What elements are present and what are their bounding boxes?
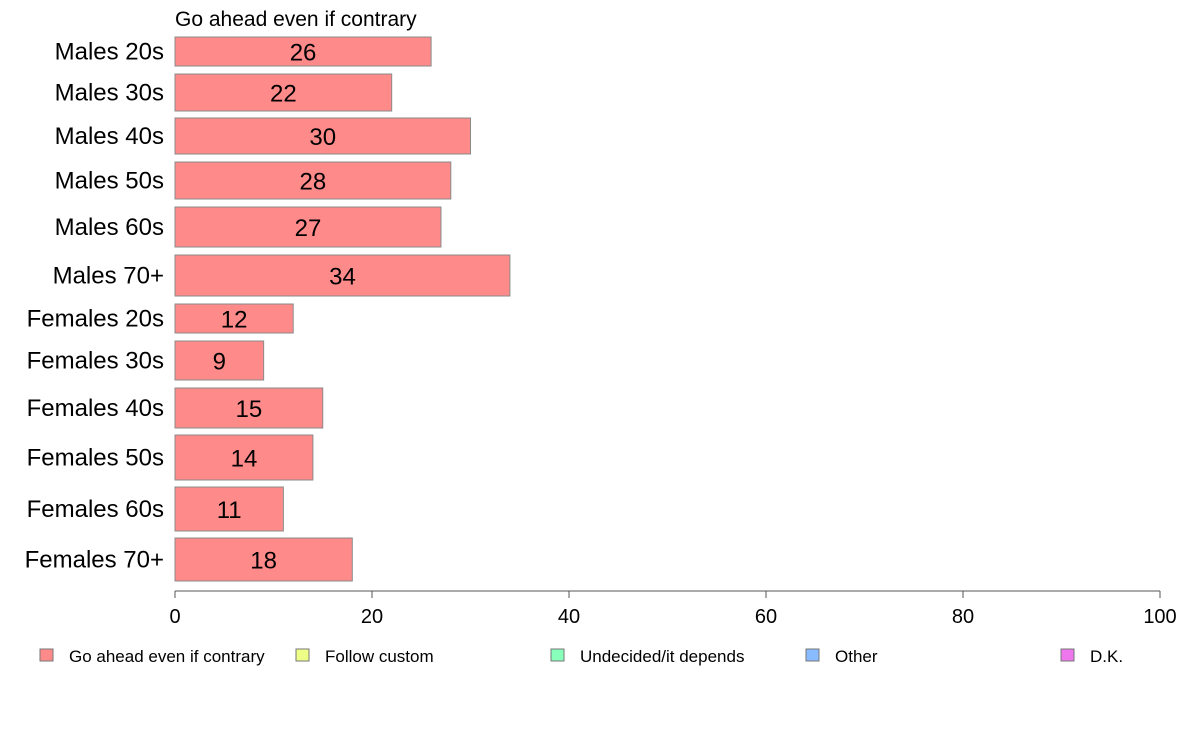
category-label: Males 70+ [53,263,164,290]
x-tick-label: 60 [755,606,777,628]
category-label: Females 20s [27,306,164,333]
bar [174,117,471,155]
bar [174,434,314,481]
category-label: Females 40s [27,395,164,422]
bar [174,537,353,582]
bar [174,254,511,297]
bar [174,161,452,200]
bars-group: Males 20s 26 Males 30s 22 Males 40s 30 Males 5… [25,36,511,582]
x-tick-label: 20 [361,606,383,628]
chart-title: Go ahead even if contrary [175,8,417,31]
bar [174,387,324,429]
category-label: Males 60s [55,214,164,241]
bar-value-label: 28 [300,169,327,196]
bar-value-label: 12 [221,307,248,334]
bar-value-label: 9 [213,349,226,376]
legend-swatch [39,648,54,662]
bar [174,206,442,248]
bar [174,303,294,334]
bar-value-label: 27 [295,215,322,242]
x-tick-label: 80 [952,606,974,628]
bar [174,73,393,112]
legend-swatch [805,648,820,662]
category-label: Males 30s [55,80,164,107]
legend-label: Other [835,647,878,666]
bar-value-label: 14 [231,446,258,473]
legend: Go ahead even if contrary Follow custom Un… [39,647,1123,666]
x-tick-label: 100 [1143,606,1176,628]
category-label: Females 70+ [25,547,164,574]
bar-value-label: 11 [217,497,242,524]
category-label: Males 50s [55,168,164,195]
x-tick-label: 0 [169,606,180,628]
legend-swatch [295,648,310,662]
bar [174,36,432,67]
legend-label: Follow custom [325,647,434,666]
category-label: Males 20s [55,39,164,66]
category-label: Females 60s [27,496,164,523]
x-tick-label: 40 [558,606,580,628]
bar-value-label: 15 [236,396,263,423]
bar [174,486,284,532]
x-axis: 0 20 40 60 80 100 [169,590,1177,628]
legend-label: Go ahead even if contrary [69,647,265,666]
bar-value-label: 34 [329,264,356,291]
legend-swatch [1060,648,1075,662]
bar-value-label: 26 [290,40,317,67]
bar-value-label: 22 [270,81,297,108]
legend-label: D.K. [1090,647,1123,666]
legend-swatch [550,648,565,662]
bar-value-label: 30 [309,124,336,151]
legend-label: Undecided/it depends [580,647,744,666]
category-label: Females 50s [27,445,164,472]
bar-value-label: 18 [250,548,277,575]
category-label: Males 40s [55,123,164,150]
category-label: Females 30s [27,348,164,375]
bar [174,340,265,381]
